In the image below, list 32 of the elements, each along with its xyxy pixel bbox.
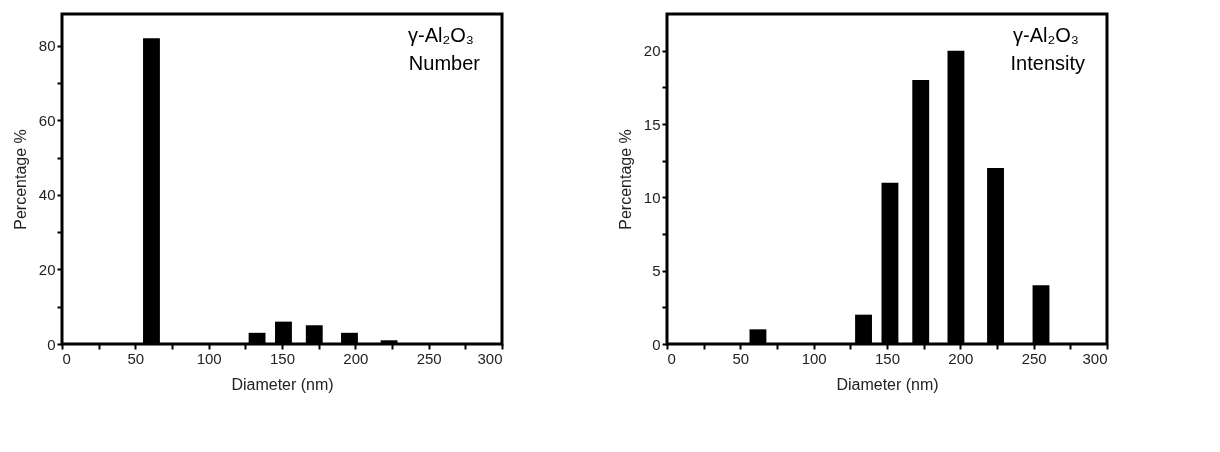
x-tick-label: 200 [948, 349, 974, 367]
annotation: Number [408, 52, 481, 74]
x-tick-label: 50 [732, 349, 750, 367]
x-tick-label: 100 [196, 349, 222, 367]
annotation: γ-Al₂O₃ [1013, 24, 1079, 46]
x-tick-label: 0 [667, 349, 676, 367]
x-axis-title: Diameter (nm) [836, 375, 939, 393]
x-tick-label: 150 [874, 349, 901, 367]
x-tick-label: 50 [127, 349, 145, 367]
annotation: Intensity [1010, 52, 1085, 74]
x-tick-label: 150 [269, 349, 296, 367]
y-tick-label: 40 [38, 186, 56, 204]
y-axis-title: Percentage % [616, 129, 634, 230]
x-axis-title: Diameter (nm) [231, 375, 334, 393]
y-tick-label: 0 [47, 335, 56, 353]
y-tick-label: 5 [652, 262, 661, 280]
x-tick-label: 250 [1021, 349, 1047, 367]
y-tick-label: 80 [38, 37, 56, 55]
x-tick-label: 300 [1082, 349, 1108, 367]
y-axis-title: Percentage % [11, 129, 29, 230]
y-tick-label: 60 [38, 111, 56, 129]
y-tick-label: 0 [652, 335, 661, 353]
y-tick-label: 15 [643, 115, 661, 133]
y-tick-label: 20 [38, 260, 56, 278]
x-tick-label: 200 [343, 349, 369, 367]
x-tick-label: 0 [62, 349, 71, 367]
x-tick-label: 100 [801, 349, 827, 367]
y-tick-label: 20 [643, 42, 661, 60]
x-tick-label: 300 [477, 349, 503, 367]
y-tick-label: 10 [643, 188, 661, 206]
x-tick-label: 250 [416, 349, 442, 367]
annotation: γ-Al₂O₃ [408, 24, 474, 46]
